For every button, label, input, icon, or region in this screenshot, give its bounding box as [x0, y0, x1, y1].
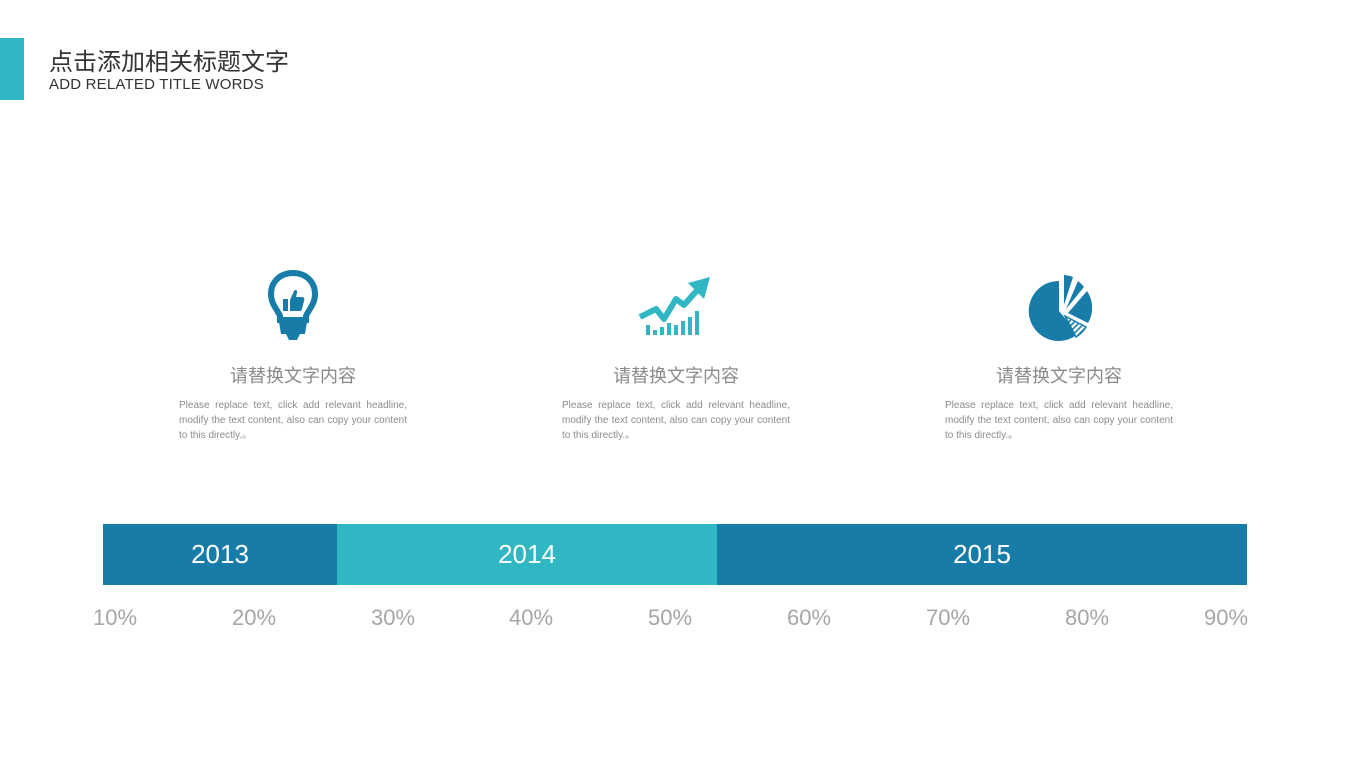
feature-card-2: 请替换文字内容 Please replace text, click add r…: [562, 262, 790, 443]
page-title: 点击添加相关标题文字: [49, 48, 289, 76]
segment-label: 2013: [191, 539, 249, 569]
accent-bar: [0, 38, 24, 100]
timeline-bar: 2013 2014 2015: [103, 524, 1247, 585]
card-title: 请替换文字内容: [613, 366, 739, 387]
percent-tick: 20%: [231, 605, 277, 630]
percent-tick: 40%: [508, 605, 554, 630]
card-title: 请替换文字内容: [230, 366, 356, 387]
feature-card-3: 请替换文字内容 Please replace text, click add r…: [945, 262, 1173, 443]
percent-tick: 80%: [1064, 605, 1110, 630]
percent-tick: 70%: [925, 605, 971, 630]
percent-tick: 30%: [370, 605, 416, 630]
timeline-segment-2013: 2013: [103, 524, 337, 585]
pie-chart-icon: [945, 262, 1173, 352]
growth-chart-arrow-icon: [562, 262, 790, 352]
segment-label: 2015: [953, 539, 1011, 569]
card-body: Please replace text, click add relevant …: [562, 400, 790, 441]
segment-label: 2014: [498, 539, 556, 569]
percent-tick: 90%: [1203, 605, 1249, 630]
feature-card-1: 请替换文字内容 Please replace text, click add r…: [179, 262, 407, 443]
lightbulb-thumbs-up-icon: [179, 262, 407, 352]
percent-tick: 60%: [786, 605, 832, 630]
timeline-segment-2015: 2015: [717, 524, 1247, 585]
percent-tick: 10%: [92, 605, 138, 630]
percent-tick: 50%: [647, 605, 693, 630]
page-subtitle: ADD RELATED TITLE WORDS: [49, 76, 264, 93]
card-title: 请替换文字内容: [996, 366, 1122, 387]
card-body: Please replace text, click add relevant …: [179, 400, 407, 441]
card-body: Please replace text, click add relevant …: [945, 400, 1173, 441]
timeline-segment-2014: 2014: [337, 524, 717, 585]
